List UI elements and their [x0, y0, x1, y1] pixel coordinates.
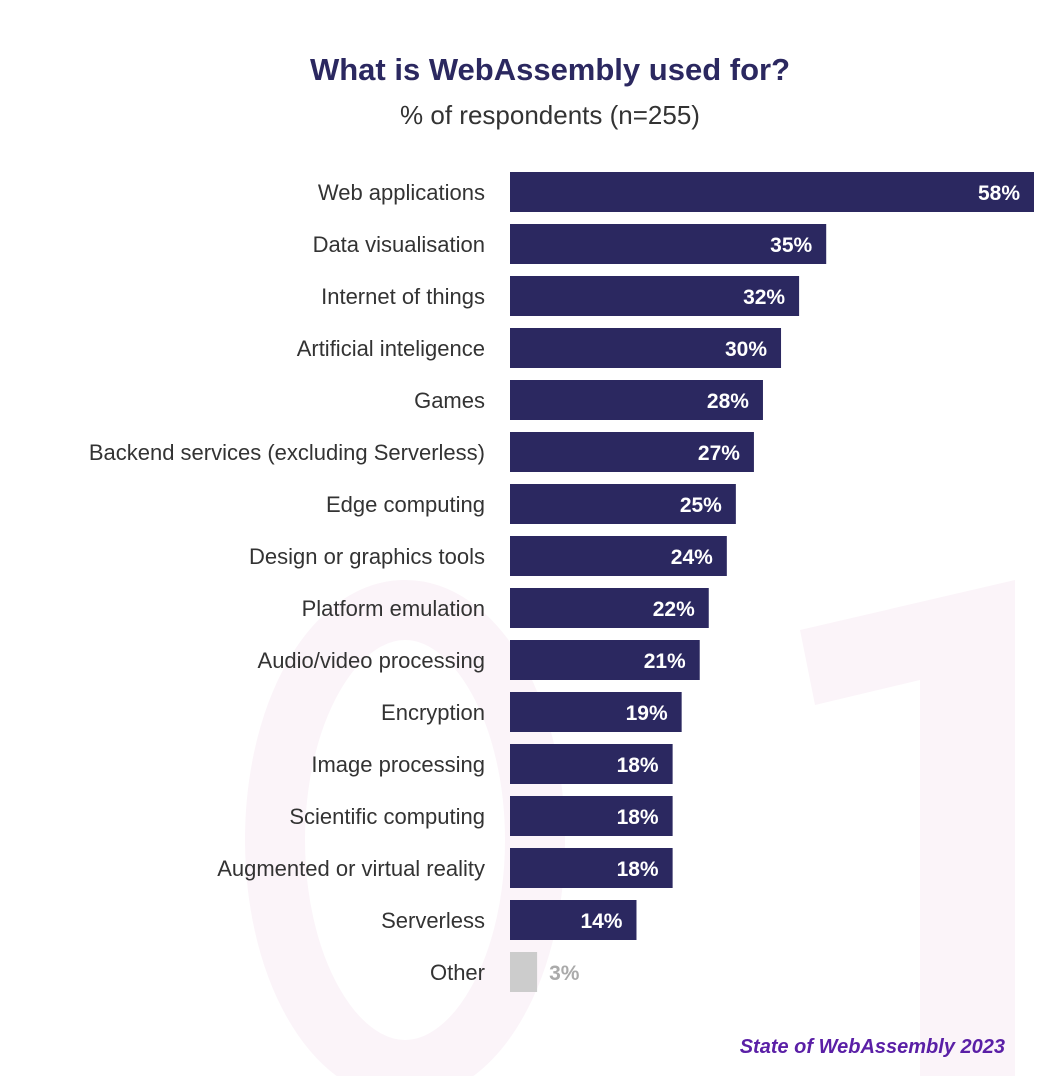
bar	[510, 276, 800, 316]
value-label: 21%	[644, 650, 686, 673]
category-label: Encryption	[381, 700, 485, 725]
bar	[510, 588, 709, 628]
category-label: Edge computing	[326, 492, 485, 517]
bar	[510, 224, 827, 264]
value-label: 28%	[707, 390, 749, 413]
value-label: 14%	[580, 910, 622, 933]
category-label: Image processing	[311, 752, 485, 777]
value-label: 30%	[725, 338, 767, 361]
category-label: Scientific computing	[289, 804, 485, 829]
category-label: Backend services (excluding Serverless)	[89, 440, 485, 465]
value-label: 32%	[743, 286, 785, 309]
bar	[510, 484, 736, 524]
value-label: 25%	[680, 494, 722, 517]
footer-credit: State of WebAssembly 2023	[739, 1036, 1005, 1058]
category-label: Platform emulation	[302, 596, 485, 621]
bar	[510, 432, 754, 472]
category-label: Web applications	[318, 180, 485, 205]
bar	[510, 848, 673, 888]
chart-title: What is WebAssembly used for?	[309, 52, 790, 87]
category-label: Internet of things	[321, 284, 485, 309]
category-label: Artificial inteligence	[297, 336, 485, 361]
category-label: Data visualisation	[313, 232, 485, 257]
chart-subtitle: % of respondents (n=255)	[400, 100, 700, 130]
category-label: Other	[430, 960, 485, 985]
value-label: 27%	[698, 442, 740, 465]
bar	[510, 536, 727, 576]
category-label: Augmented or virtual reality	[217, 856, 485, 881]
bar	[510, 692, 682, 732]
category-label: Serverless	[381, 908, 485, 933]
category-label: Audio/video processing	[258, 648, 485, 673]
value-label: 19%	[626, 702, 668, 725]
bar	[510, 744, 673, 784]
category-label: Design or graphics tools	[249, 544, 485, 569]
bar	[510, 380, 763, 420]
value-label: 18%	[617, 754, 659, 777]
bar	[510, 328, 782, 368]
value-label: 24%	[671, 546, 713, 569]
bar	[510, 640, 700, 680]
value-label: 22%	[653, 598, 695, 621]
bar	[510, 172, 1034, 212]
value-label: 18%	[617, 806, 659, 829]
bar	[510, 952, 538, 992]
value-label: 58%	[978, 182, 1020, 205]
bar	[510, 900, 637, 940]
value-label: 3%	[549, 962, 580, 985]
value-label: 35%	[770, 234, 812, 257]
bar	[510, 796, 673, 836]
value-label: 18%	[617, 858, 659, 881]
category-label: Games	[414, 388, 485, 413]
